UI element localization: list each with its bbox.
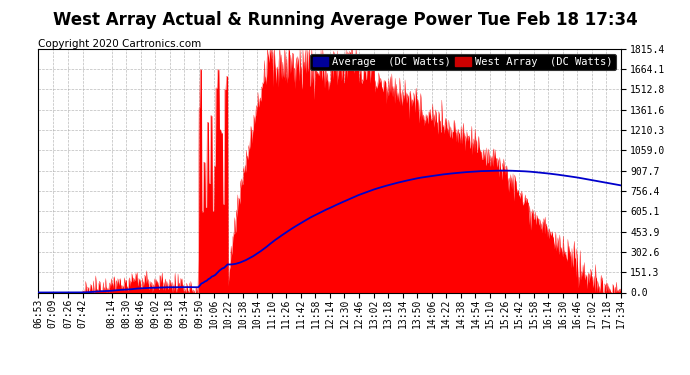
Text: Copyright 2020 Cartronics.com: Copyright 2020 Cartronics.com	[38, 39, 201, 50]
Text: West Array Actual & Running Average Power Tue Feb 18 17:34: West Array Actual & Running Average Powe…	[52, 11, 638, 29]
Legend: Average  (DC Watts), West Array  (DC Watts): Average (DC Watts), West Array (DC Watts…	[310, 54, 615, 70]
